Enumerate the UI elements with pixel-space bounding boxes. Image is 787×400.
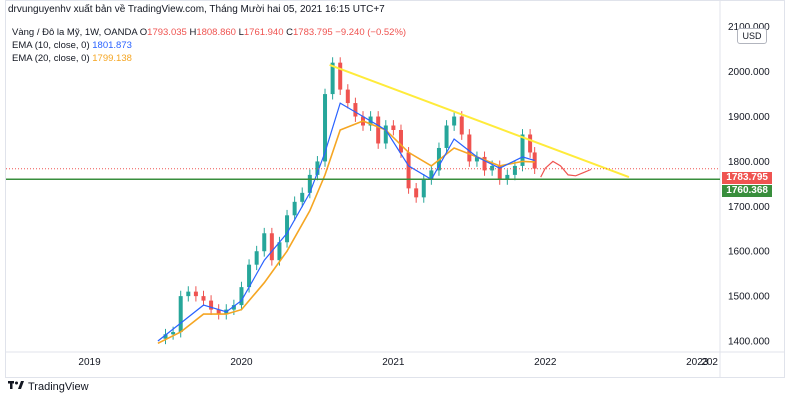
candle-body — [186, 291, 191, 297]
ohlc-close-label: C — [286, 27, 294, 38]
y-tick-label: 1500.000 — [728, 292, 770, 303]
y-tick-label: 1700.000 — [728, 202, 770, 213]
candle-body — [474, 156, 479, 162]
candle-body — [376, 116, 381, 144]
trendline — [329, 63, 630, 179]
candle-body — [277, 242, 282, 261]
candle-body — [193, 291, 198, 297]
y-tick-label: 1400.000 — [728, 337, 770, 348]
candle-body — [345, 89, 350, 104]
ohlc-open-label: O — [139, 27, 148, 38]
candle-body — [482, 156, 487, 171]
x-tick-label: 2021 — [382, 357, 405, 368]
ema10-line — [157, 102, 535, 342]
footer[interactable]: TradingView — [8, 380, 89, 393]
candle-body — [315, 161, 320, 175]
symbol-name[interactable]: Vàng / Đô la Mỹ, 1W, OANDA — [12, 27, 138, 38]
publish-attribution: drvunguyenhv xuất bản về TradingView.com… — [8, 4, 385, 15]
y-tick-label: 2100.000 — [728, 22, 770, 33]
candle-body — [421, 179, 426, 198]
candle-body — [520, 134, 525, 166]
candle-body — [429, 170, 434, 180]
ohlc-high: 1808.860 — [196, 27, 236, 38]
candle-body — [467, 134, 472, 162]
y-tick-label: 1900.000 — [728, 112, 770, 123]
candle-body — [216, 309, 221, 315]
y-tick-label: 2000.000 — [728, 67, 770, 78]
last-price-tag: 1783.795 — [722, 172, 772, 184]
candle-body — [444, 125, 449, 148]
candle-body — [247, 264, 252, 288]
ema20-row[interactable]: EMA (20, close, 0) 1799.138 — [12, 52, 406, 65]
y-tick-label: 1600.000 — [728, 247, 770, 258]
candle-body — [323, 94, 328, 162]
chart-frame[interactable] — [5, 0, 785, 378]
candle-body — [254, 251, 259, 265]
chart-legend: Vàng / Đô la Mỹ, 1W, OANDA O1793.035 H18… — [12, 26, 406, 65]
candle-body — [330, 62, 335, 95]
candle-body — [231, 305, 236, 310]
candle-body — [497, 165, 502, 180]
x-tick-label: 2022 — [534, 357, 557, 368]
candle-body — [398, 130, 403, 153]
tradingview-logo-icon[interactable] — [8, 380, 24, 393]
x-tick-label: 2020 — [230, 357, 253, 368]
candle-body — [353, 103, 358, 117]
candle-body — [307, 174, 312, 193]
candle-body — [528, 134, 533, 153]
ohlc-low-label: L — [238, 27, 244, 38]
candle-body — [459, 116, 464, 135]
candle-body — [300, 192, 305, 202]
candle-body — [414, 188, 419, 198]
candle-body — [512, 165, 517, 175]
candle-body — [201, 296, 206, 301]
candle-body — [505, 174, 510, 180]
candle-body — [163, 334, 168, 339]
symbol-row[interactable]: Vàng / Đô la Mỹ, 1W, OANDA O1793.035 H18… — [12, 26, 406, 39]
ema10-row[interactable]: EMA (10, close, 0) 1801.873 — [12, 39, 406, 52]
candle-body — [209, 300, 214, 310]
projection-curve — [540, 160, 592, 178]
ohlc-close: 1783.795 — [293, 27, 333, 38]
footer-brand[interactable]: TradingView — [28, 380, 89, 393]
candle-body — [285, 215, 290, 243]
candle-body — [292, 201, 297, 216]
ema20-label[interactable]: EMA (20, close, 0) — [12, 53, 90, 64]
support-price-tag: 1760.368 — [722, 185, 772, 197]
candle-body — [262, 233, 267, 252]
x-tick-label: 2023 — [686, 357, 709, 368]
ema10-label[interactable]: EMA (10, close, 0) — [12, 40, 90, 51]
ohlc-low: 1761.940 — [243, 27, 284, 38]
candle-body — [178, 296, 183, 333]
ohlc-open: 1793.035 — [147, 27, 187, 38]
candle-body — [383, 125, 388, 144]
x-tick-label: 202 — [701, 357, 718, 368]
ema20-value: 1799.138 — [92, 53, 132, 64]
candle-body — [239, 287, 244, 306]
candle-body — [490, 165, 495, 171]
candle-body — [391, 125, 396, 130]
candle-body — [269, 233, 274, 261]
candle-body — [171, 332, 176, 335]
candle-body — [406, 152, 411, 189]
ohlc-high-label: H — [189, 27, 197, 38]
x-tick-label: 2019 — [78, 357, 101, 368]
candle-body — [452, 116, 457, 126]
y-tick-label: 1800.000 — [728, 157, 770, 168]
ohlc-change: −9.240 (−0.52%) — [335, 27, 407, 38]
candle-body — [338, 62, 343, 90]
ema10-value: 1801.873 — [92, 40, 132, 51]
currency-button[interactable]: USD — [737, 28, 767, 44]
ema20-line — [157, 120, 535, 345]
